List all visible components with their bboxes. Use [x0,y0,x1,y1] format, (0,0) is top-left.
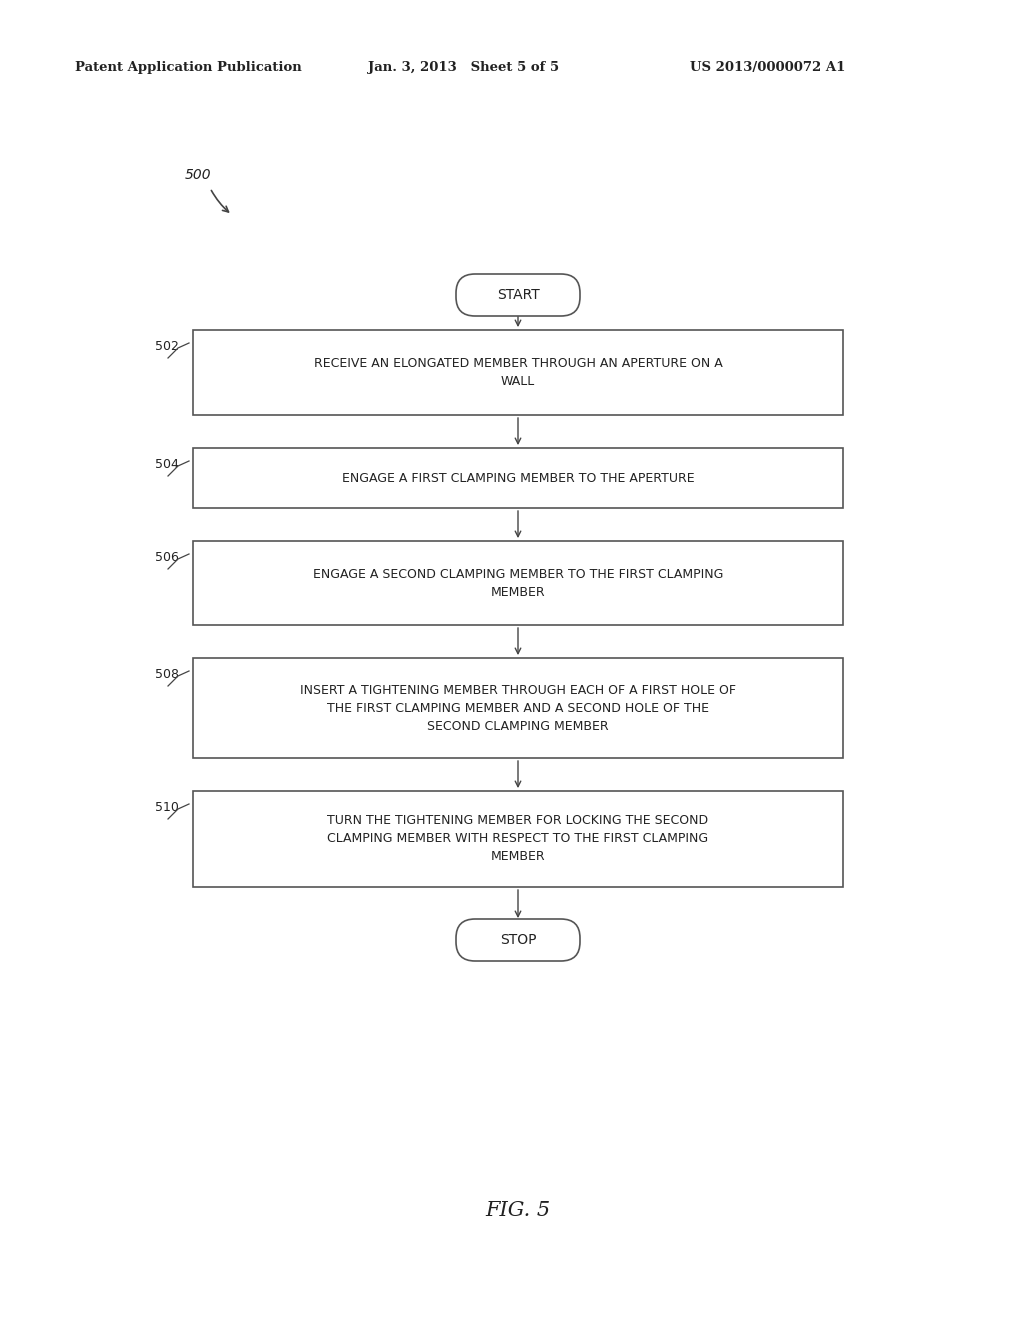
Text: ENGAGE A SECOND CLAMPING MEMBER TO THE FIRST CLAMPING
MEMBER: ENGAGE A SECOND CLAMPING MEMBER TO THE F… [312,568,723,598]
FancyBboxPatch shape [456,275,580,315]
Text: STOP: STOP [500,933,537,946]
Text: US 2013/0000072 A1: US 2013/0000072 A1 [690,62,846,74]
Text: 500: 500 [185,168,212,182]
Text: START: START [497,288,540,302]
Text: 506: 506 [155,550,179,564]
Text: 502: 502 [155,341,179,352]
FancyBboxPatch shape [456,919,580,961]
Text: INSERT A TIGHTENING MEMBER THROUGH EACH OF A FIRST HOLE OF
THE FIRST CLAMPING ME: INSERT A TIGHTENING MEMBER THROUGH EACH … [300,684,736,733]
Text: 510: 510 [155,801,179,814]
Text: ENGAGE A FIRST CLAMPING MEMBER TO THE APERTURE: ENGAGE A FIRST CLAMPING MEMBER TO THE AP… [342,471,694,484]
Bar [193,791,843,887]
Bar [193,657,843,758]
Text: RECEIVE AN ELONGATED MEMBER THROUGH AN APERTURE ON A
WALL: RECEIVE AN ELONGATED MEMBER THROUGH AN A… [313,356,722,388]
Bar [193,330,843,414]
Text: Patent Application Publication: Patent Application Publication [75,62,302,74]
Text: FIG. 5: FIG. 5 [485,1200,551,1220]
Text: Jan. 3, 2013   Sheet 5 of 5: Jan. 3, 2013 Sheet 5 of 5 [368,62,559,74]
Text: 508: 508 [155,668,179,681]
Text: 504: 504 [155,458,179,471]
Bar [193,447,843,508]
Bar [193,541,843,624]
Text: TURN THE TIGHTENING MEMBER FOR LOCKING THE SECOND
CLAMPING MEMBER WITH RESPECT T: TURN THE TIGHTENING MEMBER FOR LOCKING T… [328,814,709,863]
